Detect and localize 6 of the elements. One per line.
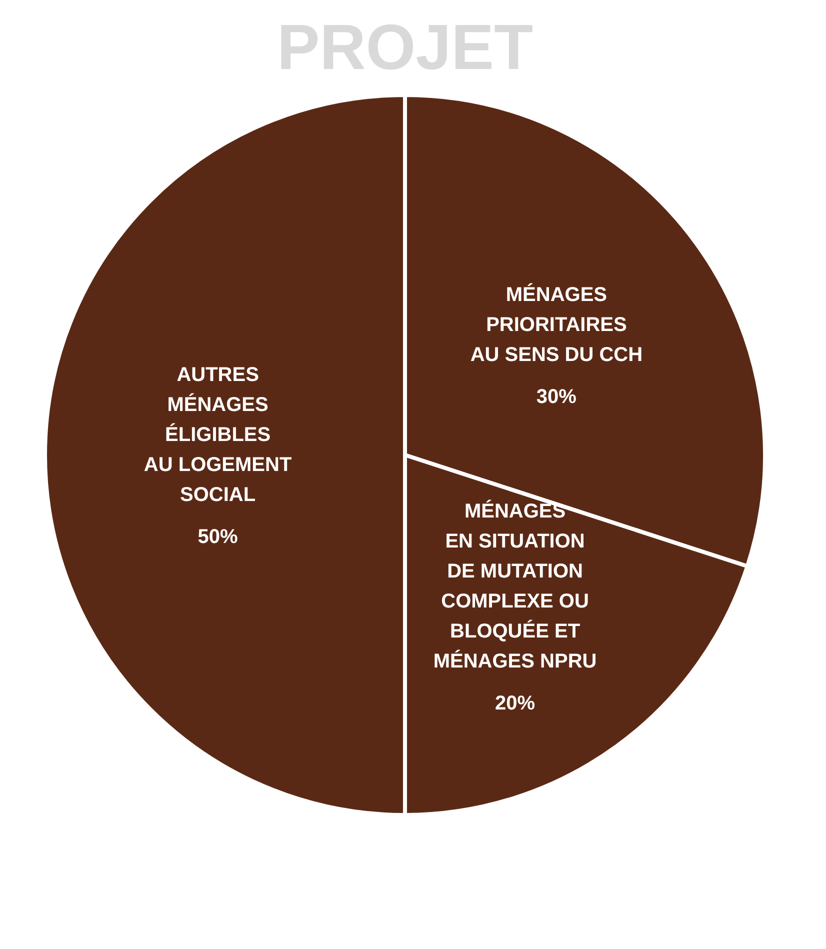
slice-label: AUTRES MÉNAGES ÉLIGIBLES AU LOGEMENT SOCIAL — [144, 364, 292, 506]
slice-label: MÉNAGES PRIORITAIRES AU SENS DU CCH — [470, 282, 643, 366]
data-label: 20% — [495, 692, 536, 714]
data-label: 30% — [536, 386, 577, 408]
slice-label: MÉNAGES EN SITUATION DE MUTATION COMPLEXE OU BLOQUÉE ET MÉNAGES NPRU — [433, 499, 597, 672]
data-label: 50% — [198, 526, 238, 548]
